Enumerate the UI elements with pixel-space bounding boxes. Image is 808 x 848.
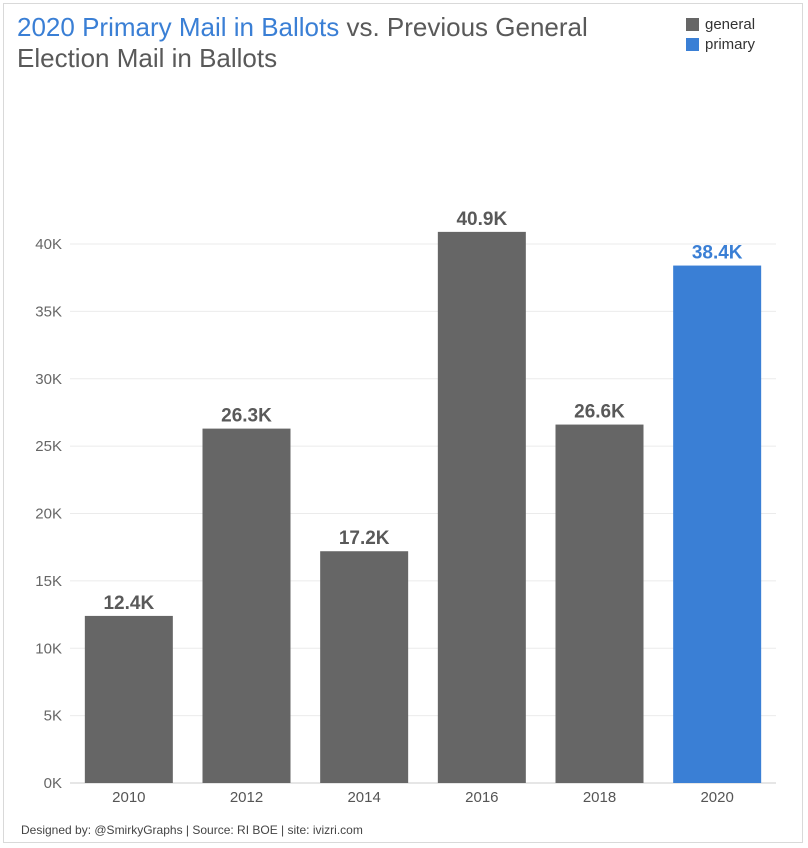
legend-label-primary: primary (705, 35, 756, 53)
chart-title: 2020 Primary Mail in Ballots vs. Previou… (17, 12, 657, 74)
x-tick-label-2010: 2010 (112, 789, 145, 806)
bar-2018 (555, 424, 644, 783)
y-tick-label: 40K (35, 236, 62, 253)
title-rest: vs. Previous General Election Mail in Ba… (17, 12, 588, 73)
legend-label-general: general (705, 15, 756, 33)
y-tick-label: 20K (35, 506, 62, 523)
x-tick-label-2014: 2014 (347, 789, 380, 806)
y-tick-label: 10K (35, 640, 62, 657)
legend: general primary (686, 14, 755, 54)
x-tick-label-2018: 2018 (583, 789, 616, 806)
y-tick-label: 25K (35, 438, 62, 455)
data-label-2012: 26.3K (221, 406, 272, 427)
bar-2014 (320, 551, 409, 783)
y-tick-label: 5K (44, 708, 62, 725)
legend-item-primary: primary (686, 34, 755, 54)
y-tick-label: 30K (35, 371, 62, 388)
bar-2016 (437, 231, 526, 783)
data-label-2014: 17.2K (339, 528, 390, 549)
data-label-2016: 40.9K (456, 209, 507, 230)
legend-swatch-primary (686, 37, 699, 51)
data-label-2020: 38.4K (692, 243, 743, 264)
data-label-2018: 26.6K (574, 402, 625, 423)
y-tick-label: 0K (44, 775, 62, 792)
y-tick-label: 35K (35, 303, 62, 320)
legend-item-general: general (686, 14, 755, 34)
x-tick-label-2012: 2012 (230, 789, 263, 806)
x-tick-label-2020: 2020 (700, 789, 733, 806)
title-highlight: 2020 Primary Mail in Ballots (17, 12, 340, 42)
bar-2012 (202, 428, 291, 783)
bar-2020 (673, 265, 762, 783)
legend-swatch-general (686, 17, 699, 31)
footer-credits: Designed by: @SmirkyGraphs | Source: RI … (21, 823, 363, 837)
x-tick-label-2016: 2016 (465, 789, 498, 806)
bar-2010 (84, 615, 173, 783)
data-label-2010: 12.4K (103, 593, 154, 614)
y-tick-label: 15K (35, 573, 62, 590)
